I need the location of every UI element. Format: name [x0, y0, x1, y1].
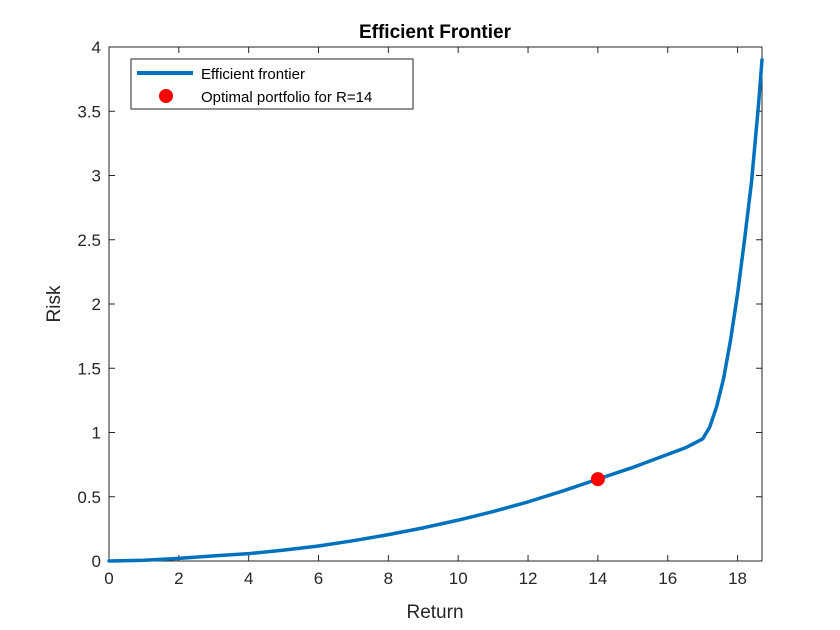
chart-title: Efficient Frontier — [359, 22, 512, 43]
legend-box — [130, 58, 414, 110]
y-tick-label: 4 — [92, 38, 101, 57]
legend: Efficient frontier Optimal portfolio for… — [130, 58, 414, 110]
x-tick-label: 12 — [519, 569, 538, 588]
y-tick-label: 3 — [92, 167, 101, 186]
x-tick-label: 8 — [384, 569, 393, 588]
x-tick-label: 14 — [588, 569, 607, 588]
x-tick-label: 6 — [314, 569, 323, 588]
x-tick-label: 10 — [449, 569, 468, 588]
legend-label-optimal: Optimal portfolio for R=14 — [201, 89, 372, 106]
y-tick-label: 1 — [92, 424, 101, 443]
x-tick-label: 18 — [728, 569, 747, 588]
x-tick-label: 2 — [174, 569, 183, 588]
y-tick-label: 0 — [92, 552, 101, 571]
x-tick-label: 16 — [658, 569, 677, 588]
y-tick-label: 1.5 — [77, 359, 101, 378]
optimal-portfolio-marker — [590, 472, 605, 487]
series-line-efficient-frontier — [107, 58, 764, 563]
axes-box — [108, 46, 763, 562]
legend-marker-swatch — [159, 89, 173, 103]
y-tick-label: 2.5 — [77, 231, 101, 250]
plot-area: 0 2 4 6 8 10 12 14 16 18 0 0.5 1 1.5 2 2.5 3 3.5 4 — [77, 38, 764, 588]
x-tick-label: 4 — [244, 569, 253, 588]
x-tick-label: 0 — [104, 569, 113, 588]
x-axis-title: Return — [406, 602, 463, 623]
y-axis-title: Risk — [44, 285, 65, 322]
legend-label-frontier: Efficient frontier — [201, 66, 305, 83]
y-tick-label: 3.5 — [77, 102, 101, 121]
y-tick-label: 2 — [92, 295, 101, 314]
y-tick-label: 0.5 — [77, 488, 101, 507]
